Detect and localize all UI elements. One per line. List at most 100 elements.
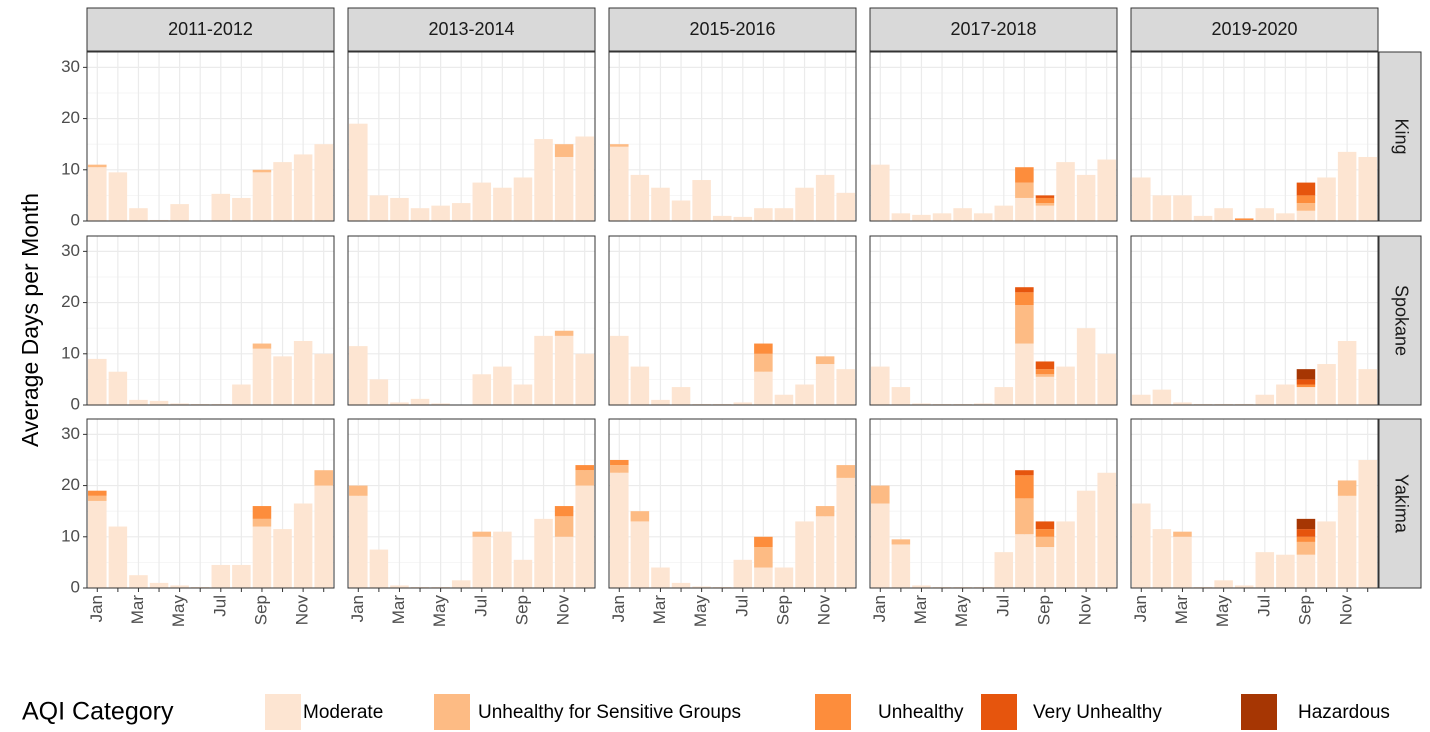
bar-segment [349, 346, 368, 405]
panel-background [870, 236, 1117, 405]
panel-border [1130, 51, 1379, 222]
column-strip [608, 7, 857, 52]
y-tick-label: 30 [61, 241, 80, 260]
bar-segment [1076, 328, 1096, 405]
bar-segment [1296, 518, 1316, 530]
x-tick-label: Jul [471, 595, 490, 617]
bar-segment [232, 564, 251, 588]
bar-segment [493, 531, 512, 588]
x-tick-label: May [691, 595, 710, 628]
bar-segment [891, 539, 911, 545]
bar-segment [108, 371, 128, 405]
bar-segment [431, 205, 450, 221]
bar-segment [1097, 472, 1116, 588]
bar-segment [994, 387, 1014, 405]
x-tick-label: Sep [512, 595, 531, 625]
y-tick-label: 10 [61, 343, 80, 362]
bar-segment [610, 146, 629, 221]
bar-segment [108, 526, 128, 588]
bar-segment [1234, 219, 1254, 221]
bar-segment [252, 172, 272, 221]
bar-segment [610, 459, 629, 466]
x-tick-label: Sep [773, 595, 792, 625]
bar-segment [88, 490, 107, 496]
panel-border [869, 51, 1118, 222]
bar-segment [733, 216, 753, 221]
bar-segment [410, 398, 430, 405]
bar-segment [190, 586, 210, 588]
column-strip-label: 2019-2020 [1211, 19, 1297, 39]
bar-segment [1296, 387, 1316, 405]
bar-segment [534, 335, 553, 405]
bar-segment [513, 384, 533, 405]
y-axis-title: Average Days per Month [17, 193, 43, 447]
panel-background [609, 52, 856, 221]
x-tick-label: Mar [650, 595, 669, 625]
bar-segment [149, 219, 169, 221]
panel-background [87, 52, 334, 221]
bar-segment [252, 506, 272, 519]
y-tick-label: 10 [61, 159, 80, 178]
bar-segment [1097, 353, 1116, 405]
bar-segment [431, 586, 450, 588]
bar-segment [1152, 195, 1172, 221]
bar-segment [712, 215, 732, 221]
bar-segment [932, 586, 952, 588]
bar-segment [575, 465, 594, 471]
bar-segment [1337, 151, 1357, 221]
bar-segment [1152, 389, 1172, 405]
bar-segment [671, 582, 691, 588]
bar-segment [554, 536, 574, 588]
bar-segment [1035, 521, 1055, 530]
bar-segment [1296, 554, 1316, 588]
x-tick-label: Sep [1295, 595, 1314, 625]
bar-segment [1296, 529, 1316, 537]
panel-border [1130, 235, 1379, 406]
bar-segment [815, 356, 835, 365]
y-tick-label: 10 [61, 526, 80, 545]
x-tick-label: Mar [1172, 595, 1191, 625]
bar-segment [232, 197, 251, 221]
bar-segment [1056, 162, 1075, 221]
x-tick-label: Jul [993, 595, 1012, 617]
row-strip [1378, 418, 1422, 589]
bar-segment [815, 516, 835, 588]
bar-segment [1358, 459, 1377, 588]
bar-segment [575, 136, 594, 221]
x-tick-label: Nov [293, 595, 312, 626]
bar-segment [912, 214, 931, 221]
bar-segment [472, 536, 492, 588]
legend-key [981, 694, 1017, 730]
bar-segment [1296, 384, 1316, 388]
bar-segment [1193, 215, 1213, 221]
panel-background [348, 419, 595, 588]
bar-segment [1015, 287, 1034, 293]
bar-segment [1296, 195, 1316, 204]
bar-segment [88, 500, 107, 588]
bar-segment [912, 585, 931, 588]
bar-segment [754, 208, 773, 221]
bar-segment [1035, 374, 1055, 377]
bar-segment [1076, 174, 1096, 221]
bar-segment [1214, 208, 1233, 221]
bar-segment [390, 402, 409, 405]
bar-segment [815, 174, 835, 221]
bar-segment [630, 511, 650, 522]
bar-segment [1015, 470, 1034, 476]
bar-segment [871, 164, 890, 221]
column-strip [869, 7, 1118, 52]
bar-segment [1097, 159, 1116, 221]
bar-segment [1337, 480, 1357, 496]
bar-segment [273, 162, 292, 221]
bar-segment [1358, 369, 1377, 405]
bar-segment [1173, 531, 1192, 537]
x-tick-label: May [169, 595, 188, 628]
x-tick-label: Jan [609, 595, 628, 622]
bar-segment [232, 384, 251, 405]
bar-segment [1035, 197, 1055, 204]
x-tick-label: Jul [1254, 595, 1273, 617]
bar-segment [1234, 403, 1254, 405]
legend-label: Unhealthy [878, 702, 964, 723]
x-tick-label: Jan [870, 595, 889, 622]
